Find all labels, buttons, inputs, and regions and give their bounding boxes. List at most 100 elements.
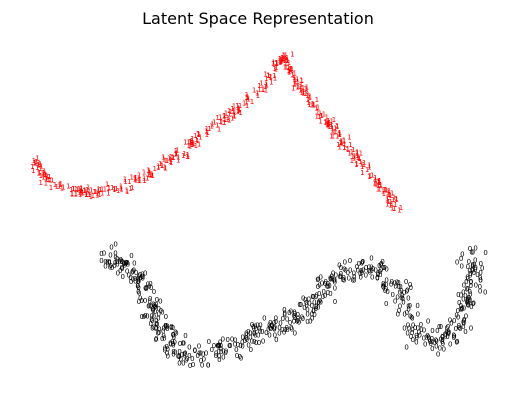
point-1: 1 xyxy=(87,191,91,199)
point-0: 0 xyxy=(376,270,380,278)
point-0: 0 xyxy=(397,283,401,291)
point-0: 0 xyxy=(369,255,373,263)
point-0: 0 xyxy=(448,340,452,348)
point-0: 0 xyxy=(282,329,286,337)
point-1: 1 xyxy=(80,189,84,197)
point-0: 0 xyxy=(460,305,464,313)
point-0: 0 xyxy=(458,325,462,333)
point-1: 1 xyxy=(319,112,323,120)
point-0: 0 xyxy=(478,283,482,291)
point-1: 1 xyxy=(33,160,37,168)
point-0: 0 xyxy=(212,342,216,350)
point-0: 0 xyxy=(364,264,368,272)
point-1: 1 xyxy=(370,172,374,180)
point-1: 1 xyxy=(89,187,93,195)
point-1: 1 xyxy=(314,105,318,113)
point-0: 0 xyxy=(337,262,341,270)
point-1: 1 xyxy=(304,85,308,93)
point-0: 0 xyxy=(408,302,412,310)
point-0: 0 xyxy=(132,275,136,283)
point-0: 0 xyxy=(348,257,352,265)
point-1: 1 xyxy=(289,65,293,73)
point-1: 1 xyxy=(342,137,346,145)
point-1: 1 xyxy=(250,98,254,106)
point-0: 0 xyxy=(467,258,471,266)
point-1: 1 xyxy=(58,181,62,189)
point-1: 1 xyxy=(274,60,278,68)
point-1: 1 xyxy=(350,148,354,156)
point-1: 1 xyxy=(315,96,319,104)
point-1: 1 xyxy=(327,123,331,131)
point-0: 0 xyxy=(108,252,112,260)
point-1: 1 xyxy=(79,188,83,196)
point-0: 0 xyxy=(277,330,281,338)
point-1: 1 xyxy=(35,155,39,163)
point-0: 0 xyxy=(469,278,473,286)
point-1: 1 xyxy=(373,174,377,182)
point-1: 1 xyxy=(74,185,78,193)
point-1: 1 xyxy=(295,78,299,86)
point-0: 0 xyxy=(219,345,223,353)
point-1: 1 xyxy=(377,186,381,194)
point-1: 1 xyxy=(356,154,360,162)
point-1: 1 xyxy=(160,162,164,170)
point-0: 0 xyxy=(305,306,309,314)
point-0: 0 xyxy=(219,342,223,350)
point-1: 1 xyxy=(319,112,323,120)
point-1: 1 xyxy=(70,190,74,198)
point-1: 1 xyxy=(156,164,160,172)
point-1: 1 xyxy=(38,165,42,173)
point-0: 0 xyxy=(174,330,178,338)
point-1: 1 xyxy=(183,138,187,146)
point-1: 1 xyxy=(284,57,288,65)
point-0: 0 xyxy=(157,325,161,333)
point-0: 0 xyxy=(137,278,141,286)
point-0: 0 xyxy=(254,339,258,347)
point-0: 0 xyxy=(150,306,154,314)
point-0: 0 xyxy=(467,267,471,275)
point-0: 0 xyxy=(221,354,225,362)
point-1: 1 xyxy=(373,177,377,185)
point-0: 0 xyxy=(153,308,157,316)
point-0: 0 xyxy=(352,273,356,281)
point-1: 1 xyxy=(347,149,351,157)
point-1: 1 xyxy=(75,186,79,194)
point-1: 1 xyxy=(169,153,173,161)
point-1: 1 xyxy=(264,75,268,83)
point-0: 0 xyxy=(292,309,296,317)
point-0: 0 xyxy=(343,267,347,275)
point-0: 0 xyxy=(164,324,168,332)
point-0: 0 xyxy=(467,294,471,302)
point-0: 0 xyxy=(109,243,113,251)
point-0: 0 xyxy=(452,334,456,342)
point-1: 1 xyxy=(123,178,127,186)
point-0: 0 xyxy=(350,277,354,285)
point-0: 0 xyxy=(119,258,123,266)
point-0: 0 xyxy=(164,322,168,330)
point-0: 0 xyxy=(207,338,211,346)
point-1: 1 xyxy=(269,78,273,86)
point-0: 0 xyxy=(267,322,271,330)
point-1: 1 xyxy=(308,93,312,101)
point-0: 0 xyxy=(173,349,177,357)
point-0: 0 xyxy=(439,323,443,331)
point-0: 0 xyxy=(264,329,268,337)
point-0: 0 xyxy=(303,296,307,304)
point-0: 0 xyxy=(371,265,375,273)
point-0: 0 xyxy=(183,350,187,358)
point-1: 1 xyxy=(71,185,75,193)
point-0: 0 xyxy=(475,271,479,279)
point-1: 1 xyxy=(210,120,214,128)
point-0: 0 xyxy=(417,329,421,337)
point-1: 1 xyxy=(146,167,150,175)
point-1: 1 xyxy=(305,87,309,95)
point-1: 1 xyxy=(137,175,141,183)
point-0: 0 xyxy=(282,306,286,314)
point-0: 0 xyxy=(333,285,337,293)
point-0: 0 xyxy=(360,258,364,266)
point-1: 1 xyxy=(392,194,396,202)
point-1: 1 xyxy=(185,153,189,161)
point-1: 1 xyxy=(173,151,177,159)
point-1: 1 xyxy=(186,138,190,146)
point-0: 0 xyxy=(123,260,127,268)
